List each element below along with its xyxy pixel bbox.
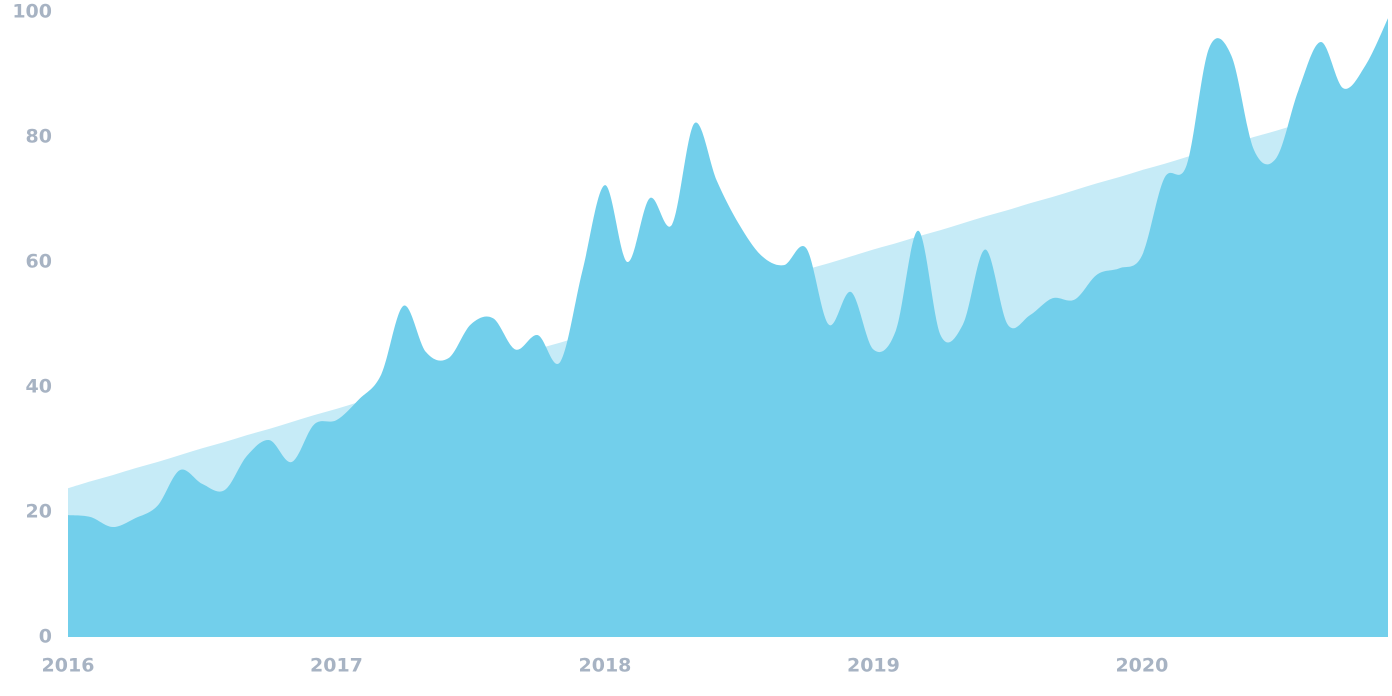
- y-tick-label: 100: [12, 1, 52, 23]
- x-tick-label: 2018: [579, 655, 632, 677]
- y-tick-label: 80: [26, 126, 52, 148]
- x-tick-label: 2019: [847, 655, 900, 677]
- y-tick-label: 0: [39, 626, 52, 648]
- y-tick-label: 60: [26, 251, 52, 273]
- y-tick-label: 20: [26, 501, 52, 523]
- x-tick-label: 2017: [310, 655, 363, 677]
- y-tick-label: 40: [26, 376, 52, 398]
- area: [68, 18, 1388, 637]
- x-tick-label: 2016: [42, 655, 95, 677]
- x-tick-label: 2020: [1115, 655, 1168, 677]
